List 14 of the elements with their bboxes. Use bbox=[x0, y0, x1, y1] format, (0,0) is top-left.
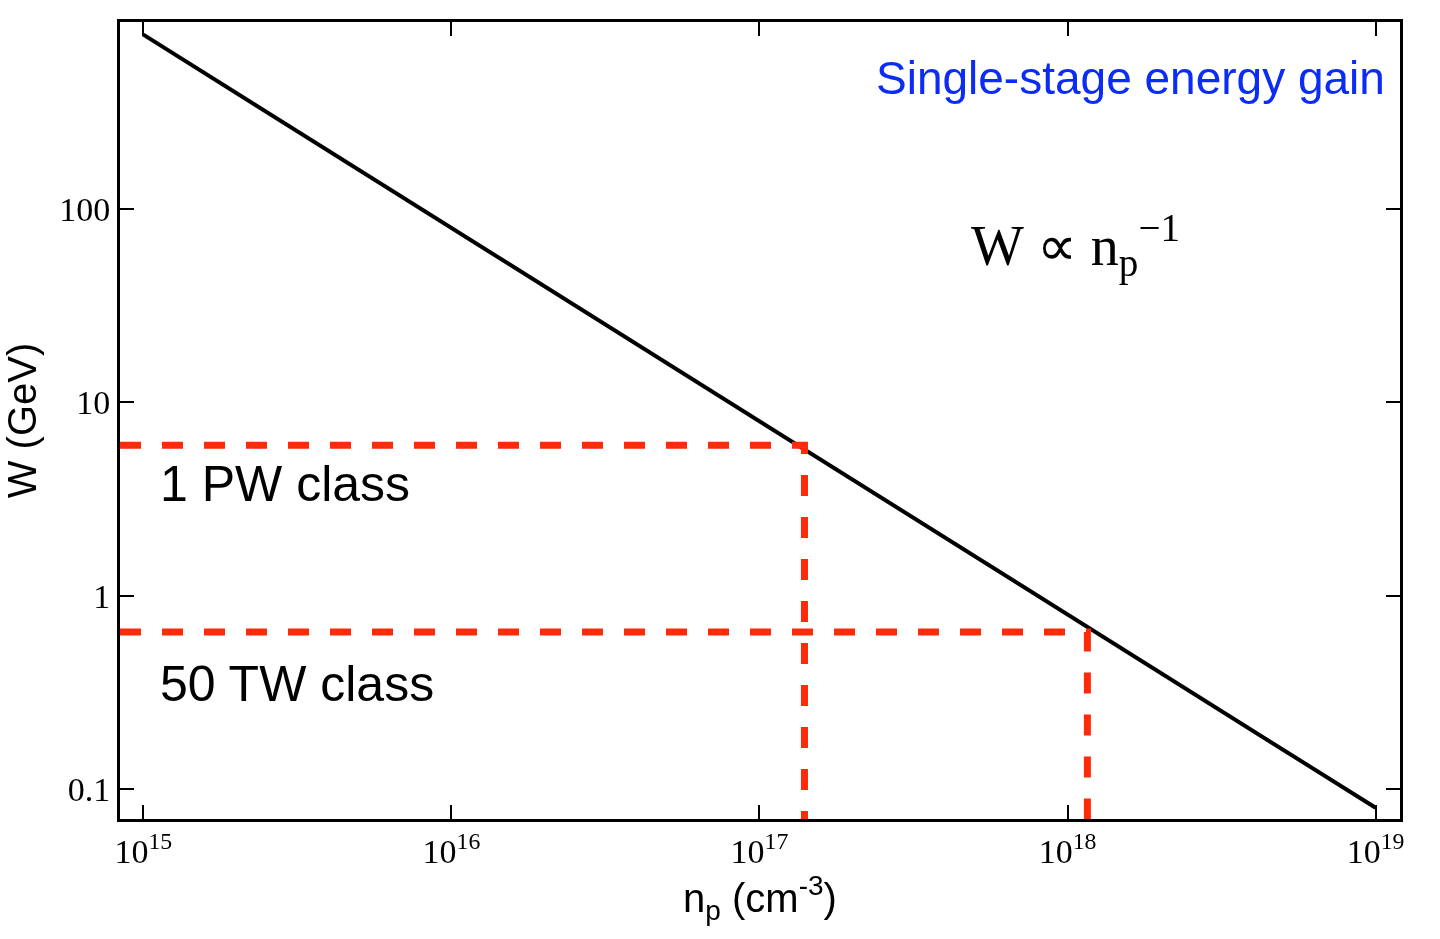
annotation: Single-stage energy gain bbox=[876, 52, 1385, 104]
x-tick-label: 10$^{18}$ bbox=[1038, 827, 1097, 870]
y-axis-title: W (GeV) bbox=[0, 342, 44, 499]
y-tick-label: 100 bbox=[59, 191, 111, 229]
y-tick-label: 10 bbox=[76, 384, 111, 422]
x-tick-label: 10$^{15}$ bbox=[114, 827, 173, 870]
annotation: 50 TW class bbox=[160, 656, 435, 712]
x-axis-title: n$_{p}$ (cm$^{-3}$) bbox=[683, 869, 837, 926]
annotation: 1 PW class bbox=[160, 456, 411, 512]
x-tick-label: 10$^{17}$ bbox=[730, 827, 789, 870]
y-tick-label: 0.1 bbox=[67, 770, 111, 808]
x-tick-label: 10$^{19}$ bbox=[1346, 827, 1405, 870]
y-tick-label: 1 bbox=[93, 577, 111, 615]
x-tick-label: 10$^{16}$ bbox=[422, 827, 481, 870]
